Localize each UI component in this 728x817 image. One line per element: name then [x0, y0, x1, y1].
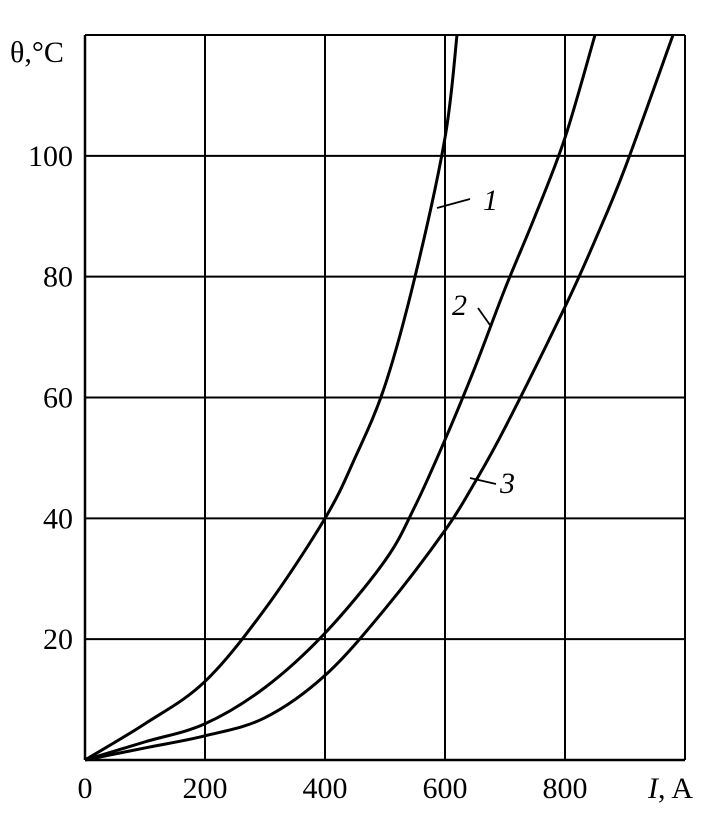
- series-layer: 1 2 3: [84, 34, 675, 762]
- y-tick-label: 60: [43, 382, 73, 415]
- series-label: 2: [452, 289, 467, 322]
- series-line-2: [84, 34, 597, 762]
- series-label-leader: [436, 198, 471, 209]
- y-axis-title: θ,°C: [10, 36, 64, 69]
- series-label-leader: [469, 477, 497, 485]
- x-axis-symbol: I: [647, 772, 660, 805]
- tick-labels: 0 200 400 600 800 20 40 60 80 100: [28, 140, 588, 805]
- x-tick-label: 600: [423, 772, 468, 805]
- x-tick-label: 800: [543, 772, 588, 805]
- y-tick-label: 100: [28, 140, 73, 173]
- x-tick-label: 0: [78, 772, 93, 805]
- y-tick-label: 20: [43, 623, 73, 656]
- series-line-3: [84, 34, 675, 762]
- series-label-leader: [477, 307, 491, 326]
- y-tick-label: 80: [43, 261, 73, 294]
- series-label: 1: [483, 184, 498, 217]
- x-axis-unit: , A: [658, 772, 693, 805]
- y-tick-label: 40: [43, 502, 73, 535]
- x-tick-label: 400: [303, 772, 348, 805]
- x-axis-title: I, A: [647, 772, 693, 805]
- grid: [83, 34, 686, 762]
- x-tick-label: 200: [183, 772, 228, 805]
- series-line-1: [84, 34, 459, 762]
- series-label: 3: [499, 467, 515, 500]
